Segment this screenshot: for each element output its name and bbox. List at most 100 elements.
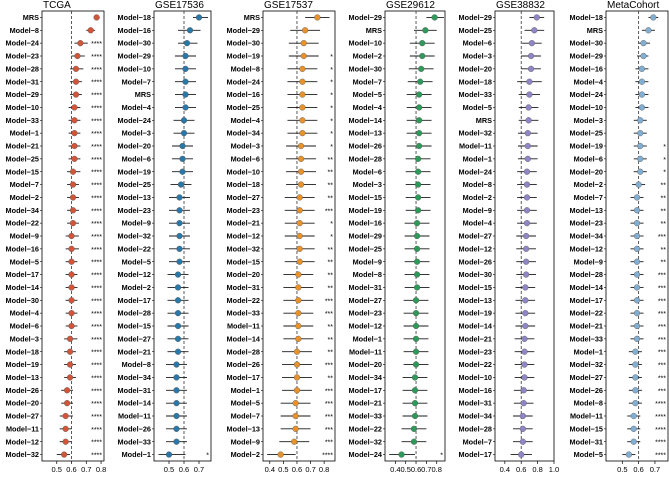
model-label: Model−2	[10, 193, 39, 202]
estimate-point	[61, 451, 68, 458]
estimate-point	[519, 438, 526, 445]
estimate-point	[398, 451, 405, 458]
estimate-point	[640, 52, 647, 60]
estimate-point	[637, 130, 644, 137]
model-label: Model−32	[349, 437, 382, 446]
model-label: Model−7	[463, 437, 492, 446]
model-label: Model−6	[10, 322, 39, 331]
estimate-point	[526, 78, 533, 85]
significance-marker: **	[661, 260, 667, 267]
model-label: Model−8	[574, 399, 603, 408]
model-label: Model−1	[10, 129, 39, 138]
estimate-point	[72, 78, 80, 85]
estimate-point	[300, 52, 307, 60]
model-label: Model−15	[349, 193, 382, 202]
significance-marker: ****	[91, 221, 102, 228]
x-tick-label: 0.5	[400, 465, 410, 474]
estimate-point	[299, 117, 306, 124]
estimate-point	[72, 65, 80, 72]
estimate-point	[66, 374, 74, 381]
model-label: Model−6	[463, 39, 492, 48]
model-label: Model−28	[349, 154, 382, 163]
model-label: Model−29	[459, 13, 492, 22]
model-label: Model−16	[349, 219, 382, 228]
x-tick-label: 0.4	[265, 465, 275, 474]
estimate-point	[525, 104, 532, 111]
estimate-point	[413, 232, 421, 240]
estimate-point	[630, 425, 637, 432]
significance-marker: ****	[91, 157, 102, 164]
model-label: Model−26	[6, 386, 39, 395]
x-tick-label: 0.6	[292, 465, 302, 474]
model-label: Model−30	[6, 296, 39, 305]
model-label: MRS	[244, 13, 260, 22]
model-label: Model−24	[570, 90, 604, 99]
estimate-point	[518, 451, 525, 458]
x-tick-label: 0.7	[650, 465, 660, 474]
significance-marker: ***	[325, 363, 333, 370]
model-label: Model−16	[570, 64, 603, 73]
significance-marker: **	[328, 350, 334, 357]
model-label: Model−30	[227, 39, 260, 48]
model-label: Model−29	[6, 90, 39, 99]
estimate-point	[69, 220, 77, 227]
model-label: Model−24	[459, 167, 493, 176]
model-label: Model−30	[349, 64, 382, 73]
significance-marker: ****	[91, 311, 102, 318]
estimate-point	[650, 14, 657, 21]
estimate-point	[416, 91, 423, 98]
model-label: Model−20	[227, 270, 260, 279]
model-label: Model−16	[459, 386, 492, 395]
estimate-point	[633, 258, 641, 265]
estimate-point	[416, 104, 423, 111]
model-label: Model−21	[6, 142, 39, 151]
significance-marker: ****	[91, 350, 102, 357]
model-label: Model−14	[6, 283, 40, 292]
estimate-point	[413, 258, 421, 265]
significance-marker: *	[330, 54, 333, 61]
estimate-point	[522, 284, 529, 291]
estimate-point	[632, 387, 639, 394]
model-label: Model−20	[459, 64, 492, 73]
significance-marker: ****	[91, 54, 102, 61]
significance-marker: ****	[91, 414, 102, 421]
model-label: MRS	[366, 26, 382, 35]
estimate-point	[176, 194, 183, 201]
significance-marker: *	[330, 93, 333, 100]
model-label: Model−28	[118, 309, 151, 318]
estimate-point	[422, 27, 429, 34]
estimate-point	[415, 181, 422, 188]
estimate-point	[521, 361, 528, 368]
model-label: Model−5	[463, 103, 492, 112]
model-label: Model−26	[459, 257, 492, 266]
estimate-point	[68, 245, 75, 252]
estimate-point	[638, 91, 645, 98]
model-label: Model−2	[574, 180, 603, 189]
model-label: Model−29	[349, 232, 382, 241]
model-label: Model−4	[353, 103, 383, 112]
estimate-point	[524, 130, 531, 137]
estimate-point	[417, 78, 424, 85]
significance-marker: **	[328, 324, 334, 331]
model-label: Model−17	[227, 373, 260, 382]
estimate-point	[295, 284, 302, 291]
estimate-point	[173, 412, 180, 420]
model-label: Model−23	[349, 309, 382, 318]
model-label: Model−9	[463, 206, 492, 215]
significance-marker: ***	[658, 350, 666, 357]
estimate-point	[296, 207, 303, 214]
significance-marker: ****	[91, 93, 102, 100]
model-label: Model−23	[6, 52, 39, 61]
model-label: Model−7	[10, 180, 39, 189]
estimate-point	[633, 335, 641, 342]
estimate-point	[296, 245, 303, 252]
estimate-point	[176, 245, 183, 252]
significance-marker: ***	[658, 298, 666, 305]
panel-title: GSE38832	[496, 0, 545, 11]
model-label: Model−23	[227, 206, 260, 215]
significance-marker: ****	[91, 144, 102, 151]
x-tick-label: 0.6	[633, 465, 643, 474]
estimate-point	[633, 194, 641, 201]
estimate-point	[63, 387, 71, 394]
estimate-point	[66, 335, 74, 342]
